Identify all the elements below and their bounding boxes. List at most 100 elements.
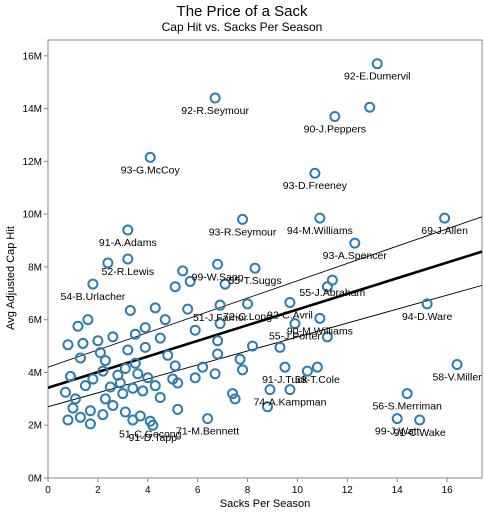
data-point — [284, 384, 296, 396]
x-tick-label: 12 — [342, 485, 354, 496]
data-point — [79, 380, 91, 392]
point-label: 93-R.Seymour — [209, 226, 277, 238]
y-tick-label: 4M — [28, 368, 42, 379]
data-point — [364, 101, 376, 113]
data-point — [421, 298, 433, 310]
data-point — [64, 370, 76, 382]
data-point — [177, 265, 189, 277]
y-tick-label: 14M — [23, 104, 42, 115]
data-point — [84, 418, 96, 430]
data-point — [326, 274, 338, 286]
axes: 0 2 4 6 8 10 12 14 16 0M 2M 4M 6M 8M 10M 12M 14M 16M — [23, 39, 483, 496]
point-label: 93-G.McCoy — [121, 164, 181, 176]
data-point — [234, 353, 246, 365]
data-point — [169, 360, 181, 372]
data-point — [202, 413, 214, 425]
data-point — [87, 278, 99, 290]
data-point — [349, 237, 361, 249]
data-point — [92, 335, 104, 347]
point-label: 92-R.Seymour — [181, 105, 249, 117]
point-label: 92-E.Dumervil — [344, 71, 411, 83]
data-point — [124, 304, 136, 316]
data-point — [214, 299, 226, 311]
data-point — [401, 388, 413, 400]
data-point — [117, 388, 129, 400]
data-point — [274, 341, 286, 353]
data-point — [279, 361, 291, 373]
y-axis-title: Avg Adjusted Cap Hit — [5, 226, 17, 330]
data-point — [247, 340, 259, 352]
data-point — [154, 392, 166, 404]
data-point — [289, 318, 301, 330]
data-point — [219, 278, 231, 290]
x-tick-label: 4 — [145, 485, 151, 496]
point-label: 55-J.Porter — [269, 331, 321, 343]
point-label: 90-M.Williams — [287, 325, 353, 337]
data-point — [74, 352, 86, 364]
point-label: 51-J.Farrior — [193, 312, 248, 324]
data-point — [314, 212, 326, 224]
data-point — [142, 372, 154, 384]
point-label: 91-A.Adams — [99, 237, 157, 249]
point-label: 56-S.Merriman — [372, 401, 442, 413]
point-labels: 92-E.Dumervil 92-R.Seymour 90-J.Peppers 93-… — [61, 71, 483, 444]
point-label: 72-C.Long — [223, 311, 272, 323]
point-label: 55-T.Suggs — [228, 275, 281, 287]
data-point — [97, 365, 109, 377]
data-point — [209, 92, 221, 104]
x-tick-label: 14 — [392, 485, 404, 496]
data-point — [212, 348, 224, 360]
data-point — [197, 361, 209, 373]
data-point — [82, 314, 94, 326]
data-point — [114, 377, 126, 389]
data-point — [134, 410, 146, 422]
data-point — [67, 402, 79, 414]
y-tick-label: 16M — [23, 51, 42, 62]
data-point — [119, 363, 131, 374]
data-point — [139, 322, 151, 334]
point-label: 55-J.Abraham — [299, 287, 365, 299]
data-point — [137, 385, 149, 397]
data-point — [99, 355, 111, 367]
data-point — [451, 359, 463, 371]
data-point — [104, 381, 116, 393]
data-point — [261, 401, 273, 413]
y-tick-label: 0M — [28, 474, 42, 485]
data-point — [439, 212, 451, 224]
data-point — [154, 332, 166, 344]
data-point — [214, 318, 226, 330]
x-axis-title: Sacks Per Season — [220, 498, 311, 510]
data-point — [162, 349, 174, 361]
point-label: 99-W.Sapp — [192, 271, 244, 283]
data-point — [139, 341, 151, 353]
data-point — [149, 380, 161, 392]
point-label: 91-C.Wake — [394, 427, 446, 439]
data-point — [77, 337, 89, 349]
point-label: 69-J.Allen — [421, 225, 468, 237]
data-point — [122, 224, 134, 236]
y-tick-label: 2M — [28, 421, 42, 432]
data-point — [119, 406, 131, 418]
data-point — [284, 297, 296, 309]
chart-title: The Price of a Sack — [176, 3, 308, 20]
data-point — [159, 314, 171, 326]
data-point — [237, 364, 249, 376]
data-point — [59, 386, 71, 398]
data-point — [242, 298, 254, 310]
data-point — [122, 344, 134, 356]
data-point — [129, 328, 141, 340]
data-point — [209, 368, 221, 380]
chart-subtitle: Cap Hit vs. Sacks Per Season — [161, 20, 323, 34]
data-point — [99, 393, 111, 405]
data-point — [184, 275, 196, 287]
data-point — [87, 373, 99, 385]
data-point — [102, 257, 114, 269]
data-point — [144, 415, 156, 427]
x-tick-label: 0 — [45, 485, 51, 496]
data-point — [172, 403, 184, 415]
point-label: 92-C.Avril — [267, 310, 313, 322]
data-points — [59, 58, 463, 431]
data-point — [189, 372, 201, 384]
data-point — [107, 331, 119, 343]
